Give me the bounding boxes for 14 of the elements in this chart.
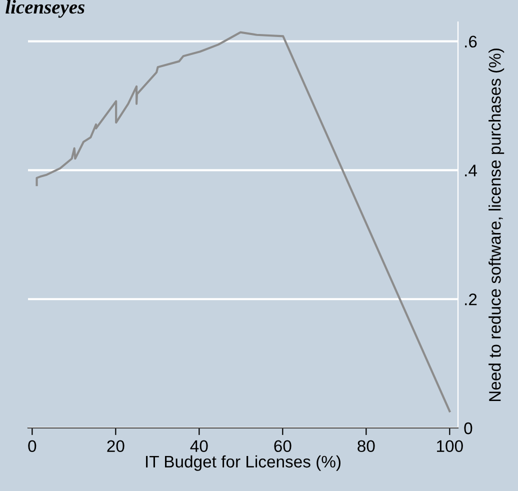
x-tick-label: 0 [28,440,36,452]
x-tick-label: 60 [274,440,292,452]
y-tick-label: 0 [464,422,472,434]
x-axis-title: IT Budget for Licenses (%) [146,455,340,471]
x-tick-label: 100 [437,440,463,452]
chart-title: licenseyes [6,0,84,18]
line-series [36,31,451,412]
x-tick-label: 40 [190,440,208,452]
x-tick-label: 80 [358,440,375,452]
y-tick-label: .4 [465,164,477,176]
y-tick-label: .6 [465,36,477,48]
x-tick-label: 20 [107,440,124,452]
y-tick-label: .2 [465,294,477,306]
y-axis-title: Need to reduce software, license purchases (%) [488,48,504,402]
